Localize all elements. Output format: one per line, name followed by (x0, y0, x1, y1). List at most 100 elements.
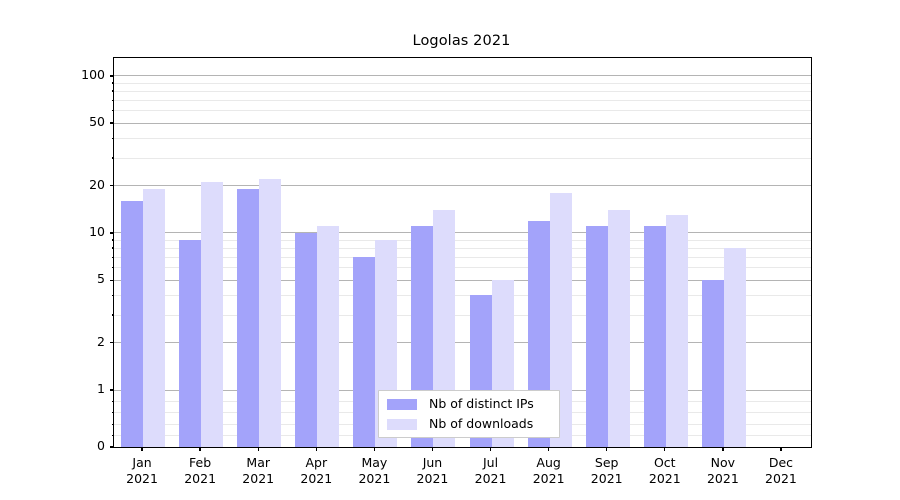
gridline-minor (114, 137, 811, 139)
y-tick-major (110, 232, 114, 234)
gridline-major (114, 122, 811, 124)
bar (121, 200, 144, 447)
gridline-minor (114, 157, 811, 159)
x-axis-tick-labels: Jan 2021 Feb 2021 Mar 2021 Apr 2021 May 2021 Jun 20… (113, 452, 810, 496)
x-tick-label: Nov 2021 (693, 455, 753, 486)
gridline-minor (114, 90, 811, 92)
gridline-minor (114, 82, 811, 84)
chart-title: Logolas 2021 (412, 33, 511, 49)
x-tick-label-month: Jun (422, 455, 443, 470)
gridline-minor (114, 267, 811, 269)
y-tick-minor (111, 423, 114, 425)
x-tick-mark (547, 447, 550, 451)
x-tick-label: Jul 2021 (461, 455, 521, 486)
legend-swatch (387, 419, 417, 430)
x-tick-label: Sep 2021 (577, 455, 637, 486)
gridline-major (114, 232, 811, 234)
legend-swatch (387, 399, 417, 410)
gridline-minor (114, 247, 811, 249)
bar (607, 210, 630, 447)
x-tick-label: Oct 2021 (635, 455, 695, 486)
y-tick-minor (111, 400, 114, 403)
x-tick-label-year: 2021 (416, 470, 449, 486)
x-tick-label-month: Jan (132, 455, 152, 470)
gridline-major (114, 342, 811, 344)
x-tick-label-year: 2021 (184, 470, 217, 486)
y-tick-label: 2 (97, 333, 105, 349)
x-tick-label-month: Dec (768, 455, 794, 470)
bar (585, 226, 608, 447)
y-tick-major (110, 446, 114, 448)
bar (549, 192, 572, 447)
x-tick-label: Jan 2021 (112, 455, 172, 486)
x-tick-label-year: 2021 (126, 470, 158, 486)
x-tick-mark (780, 447, 782, 451)
plot-inner (114, 58, 811, 447)
y-tick-minor (111, 137, 114, 140)
y-tick-minor (111, 157, 114, 159)
x-tick-mark (664, 447, 666, 451)
x-tick-label-year: 2021 (300, 470, 333, 486)
chart-legend: Nb of distinct IPs Nb of downloads (378, 390, 560, 438)
x-tick-label-year: 2021 (532, 470, 565, 486)
bar (317, 226, 340, 447)
y-tick-minor (111, 434, 114, 437)
y-tick-major (110, 184, 114, 187)
gridline-major (114, 75, 811, 77)
y-tick-minor (111, 90, 114, 92)
x-tick-label-year: 2021 (474, 470, 507, 486)
gridline-major (114, 279, 811, 281)
x-tick-mark (373, 447, 376, 451)
gridline-minor (114, 294, 811, 296)
x-tick-label-month: Apr (305, 455, 328, 470)
y-tick-minor (111, 247, 114, 249)
bar (201, 182, 224, 447)
x-tick-label-year: 2021 (590, 470, 623, 486)
y-tick-minor (111, 314, 114, 316)
y-tick-major (110, 279, 114, 281)
x-tick-label-month: Jul (482, 455, 499, 470)
y-tick-minor (111, 82, 114, 84)
x-tick-label-month: Feb (189, 455, 212, 470)
y-axis-tick-labels: 0 1 2 5 10 20 50 100 (63, 57, 105, 453)
x-tick-label: Mar 2021 (228, 455, 288, 486)
x-tick-label-year: 2021 (648, 470, 681, 486)
bar (433, 210, 456, 447)
legend-label: Nb of downloads (429, 416, 534, 431)
x-tick-label-year: 2021 (358, 470, 391, 486)
x-tick-label: Aug 2021 (519, 455, 579, 486)
gridline-major (114, 185, 811, 187)
x-tick-label: Jun 2021 (402, 455, 462, 486)
bar (295, 232, 318, 447)
x-tick-mark (141, 447, 143, 451)
y-tick-minor (111, 267, 114, 269)
y-tick-label: 100 (81, 66, 105, 82)
gridline-minor (114, 256, 811, 258)
x-tick-label-month: Oct (653, 455, 676, 470)
x-tick-label-month: May (361, 455, 388, 470)
y-tick-label: 1 (97, 381, 105, 396)
y-tick-major (110, 75, 114, 77)
x-tick-mark (257, 447, 259, 451)
x-tick-mark (315, 447, 317, 451)
y-tick-label: 20 (89, 176, 105, 192)
x-tick-label-month: Aug (536, 455, 561, 470)
x-tick-label: Feb 2021 (170, 455, 230, 486)
bar (665, 215, 688, 447)
y-tick-minor (111, 99, 114, 101)
x-tick-label-month: Nov (710, 455, 736, 470)
x-tick-label-month: Sep (594, 455, 619, 470)
y-tick-label: 5 (97, 271, 105, 287)
x-tick-mark (489, 447, 492, 451)
y-tick-label: 10 (89, 223, 105, 239)
bar (643, 226, 666, 447)
y-tick-minor (111, 294, 114, 297)
bar (701, 280, 724, 447)
y-tick-minor (111, 256, 114, 258)
y-tick-major (110, 342, 114, 344)
y-tick-label: 50 (89, 114, 105, 130)
gridline-minor (114, 110, 811, 112)
bar (237, 189, 260, 447)
bar (259, 179, 282, 447)
